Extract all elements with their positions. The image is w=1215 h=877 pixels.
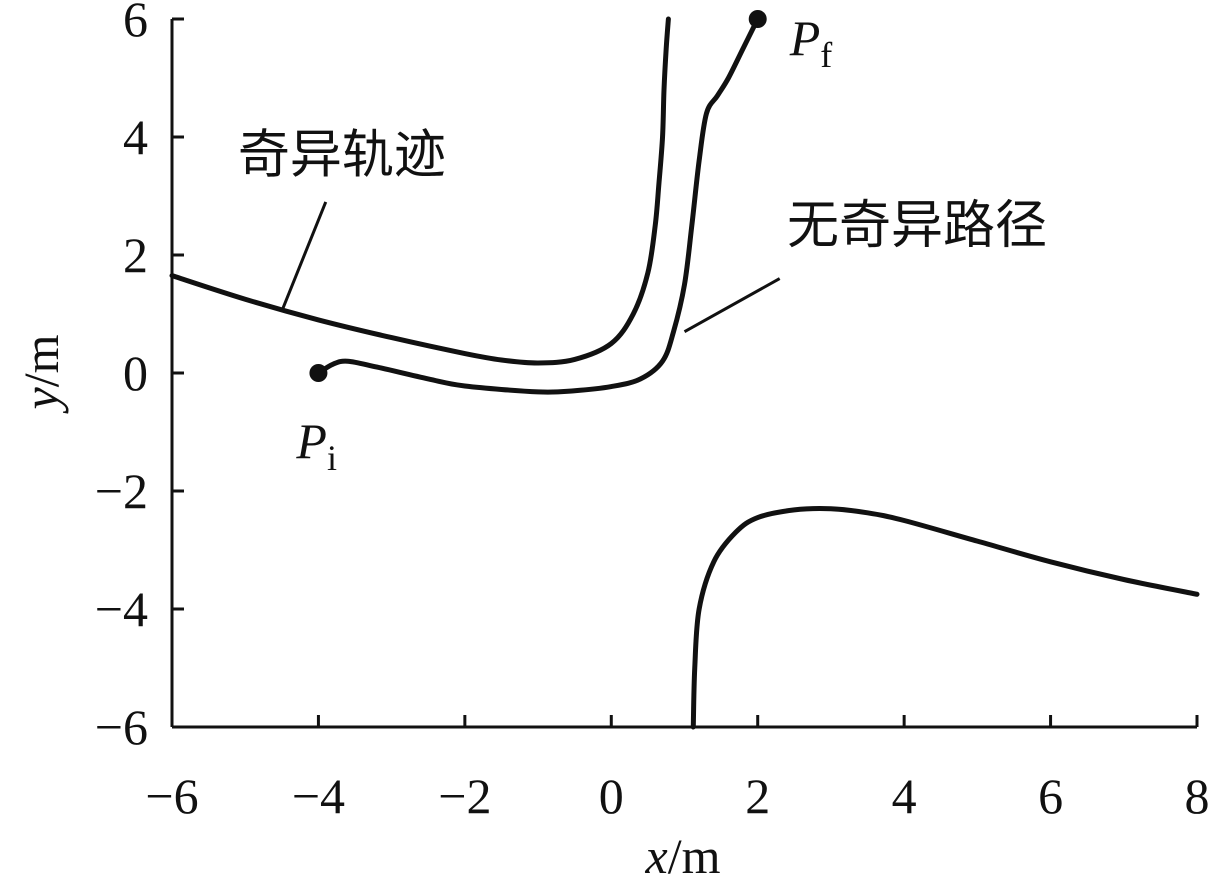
x-tick-label: 6 [1038, 768, 1063, 824]
annotation-singular-trajectory-leader [280, 201, 328, 312]
y-axis-var: y [13, 387, 69, 415]
nonsingular-path-line [315, 16, 761, 395]
point-i-marker [309, 364, 328, 382]
y-axis-label: y/m [13, 334, 69, 414]
point-f-marker [748, 10, 767, 28]
x-tick-label: −6 [145, 768, 198, 824]
annotation-singular-trajectory-label: 奇异轨迹 [238, 125, 446, 185]
y-tick-label: −6 [95, 699, 148, 755]
point-i-label: Pi [295, 413, 337, 478]
y-axis-unit: /m [13, 334, 69, 387]
annotation-nonsingular-path-label: 无奇异路径 [787, 196, 1047, 256]
x-tick-label: 0 [599, 768, 624, 824]
series [169, 10, 1200, 730]
y-tick-label: 2 [123, 227, 148, 283]
singular-trajectory-lower-line [690, 505, 1200, 730]
x-tick-label: −4 [292, 768, 345, 824]
x-axis-unit: /m [668, 828, 721, 877]
annotation-nonsingular-path-leader [683, 277, 781, 334]
annotation-leaders [280, 201, 781, 334]
y-tick-label: −4 [95, 581, 148, 637]
y-tick-label: 6 [123, 0, 148, 47]
x-tick-label: 8 [1185, 768, 1210, 824]
singular-trajectory-upper-line [169, 16, 671, 366]
ticks: −6 −4 −2 0 2 4 6 8 −6 −4 −2 0 2 4 6 [95, 0, 1210, 824]
y-tick-label: 4 [123, 109, 148, 165]
y-tick-label: −2 [95, 463, 148, 519]
x-axis-var: x [645, 828, 668, 877]
x-tick-label: 4 [892, 768, 917, 824]
x-axis-label: x/m [645, 828, 721, 877]
point-f-label: Pf [789, 10, 833, 75]
y-tick-label: 0 [123, 345, 148, 401]
x-tick-label: −2 [438, 768, 491, 824]
x-tick-label: 2 [745, 768, 770, 824]
